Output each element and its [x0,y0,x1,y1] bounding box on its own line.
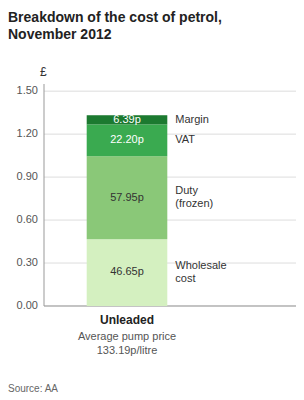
y-tick-label: 1.20 [17,127,38,139]
series-label: Margin [175,113,209,125]
data-label: 6.39p [113,113,141,125]
title: Breakdown of the cost of petrol,November… [8,9,222,42]
annotation: Average pump price [78,330,176,342]
chart: Breakdown of the cost of petrol,November… [0,0,304,400]
annotation: 133.19p/litre [97,344,158,356]
data-label: 57.95p [110,191,144,203]
grid-line [44,220,296,221]
grid [44,91,296,306]
series-label: VAT [175,133,195,145]
data-label: 22.20p [110,133,144,145]
series-label: Wholesalecost [175,259,226,284]
grid-line [44,177,296,178]
source: Source: AA [8,383,58,394]
bar-segment [87,156,168,239]
grid-line [44,306,296,307]
y-axis-label: £ [40,65,47,79]
x-axis-line [44,306,296,307]
bar-segment [87,124,168,156]
y-tick-label: 0.00 [17,299,38,311]
data-label: 46.65p [110,265,144,277]
x-tick-label: Unleaded [100,313,154,327]
grid-line [44,134,296,135]
y-axis-line [44,84,45,306]
y-tick-label: 0.30 [17,256,38,268]
y-tick-label: 1.50 [17,84,38,96]
grid-line [44,263,296,264]
bars [87,115,168,306]
grid-line [44,91,296,92]
bar-segment [87,239,168,306]
y-tick-label: 0.60 [17,213,38,225]
labels: 46.65p Wholesalecost 57.95p Duty(frozen) 22.… [110,113,226,284]
y-tick-label: 0.90 [17,170,38,182]
series-label: Duty(frozen) [175,184,213,209]
